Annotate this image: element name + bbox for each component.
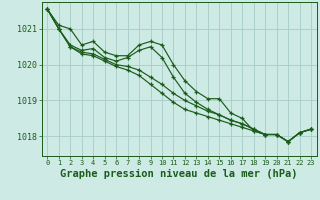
X-axis label: Graphe pression niveau de la mer (hPa): Graphe pression niveau de la mer (hPa): [60, 169, 298, 179]
